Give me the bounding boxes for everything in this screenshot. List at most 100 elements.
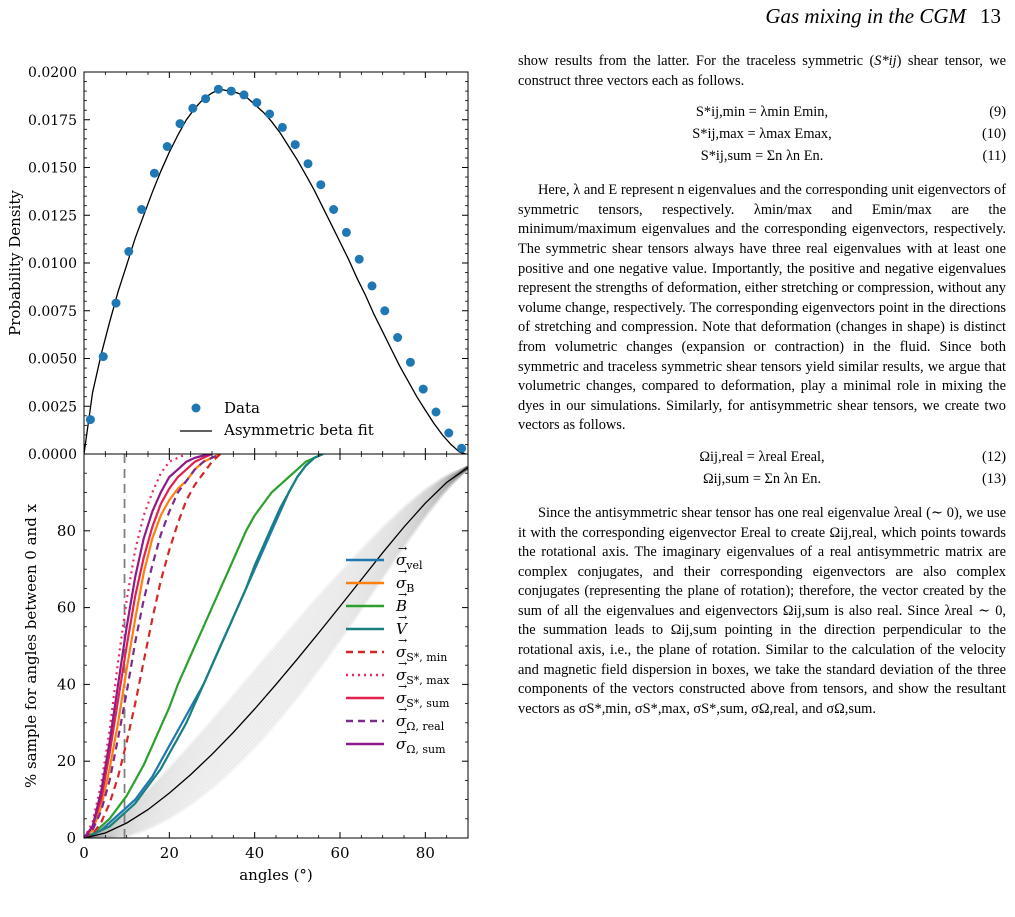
legend-vector-arrow: → (398, 726, 407, 739)
legend-label: σS*, max (396, 666, 450, 687)
beta-cdf-curve (84, 466, 468, 838)
random-sample-curve (84, 465, 468, 838)
legend-marker-data (191, 403, 201, 413)
legend-vector-arrow: → (398, 611, 407, 624)
data-point (316, 180, 326, 190)
random-sample-curve (84, 465, 468, 838)
top-y-tick-label: 0.0100 (28, 256, 77, 272)
random-sample-curve (84, 465, 468, 838)
legend-label: V (396, 620, 409, 638)
random-sample-curve (84, 465, 468, 838)
random-sample-curve (84, 465, 468, 838)
bottom-x-axis-label: angles (°) (239, 866, 313, 884)
legend-label: σvel (396, 551, 423, 572)
top-y-tick-label: 0.0150 (28, 161, 77, 177)
bottom-y-tick-label: 40 (57, 675, 76, 693)
bottom-x-tick-label: 20 (160, 844, 179, 862)
equation-13: Ωij,sum = Σn λn En. (13) (518, 468, 1006, 490)
legend-vector-arrow: → (398, 565, 407, 578)
top-y-tick-label: 0.0025 (28, 399, 77, 415)
top-y-tick-label: 0.0000 (28, 447, 77, 463)
random-sample-curve (84, 465, 468, 838)
text-column: show results from the latter. For the tr… (518, 52, 1006, 719)
top-y-tick-label: 0.0075 (28, 304, 77, 320)
legend-label: σS*, min (396, 643, 447, 664)
series-line--sum (84, 454, 213, 838)
pdf-panel: 0.0000 0.0025 0.0050 0.0075 0.0100 0.0125 0.01… (6, 65, 469, 463)
data-point (277, 122, 287, 132)
random-sample-curve (84, 465, 468, 838)
data-point (341, 227, 351, 237)
intro-symbol: S*ij (874, 53, 897, 69)
equation-10: S*ij,max = λmax Emax, (10) (518, 123, 1006, 145)
data-point (418, 384, 428, 394)
data-point (124, 247, 134, 256)
random-sample-curve (84, 465, 468, 838)
bottom-y-tick-label: 0 (66, 829, 76, 847)
data-point (354, 254, 364, 264)
random-sample-curve (84, 465, 468, 838)
data-point (252, 98, 262, 108)
equation-10-number: (10) (982, 126, 1006, 143)
series-line--S-sum (84, 454, 213, 838)
data-point (444, 428, 454, 438)
random-sample-curve (84, 466, 468, 838)
random-sample-curve (84, 465, 468, 838)
equation-9: S*ij,min = λmin Emin, (9) (518, 101, 1006, 123)
data-point (149, 168, 159, 178)
equation-12-number: (12) (982, 448, 1006, 465)
bottom-y-tick-label: 20 (57, 752, 76, 770)
data-point (457, 443, 467, 453)
data-point (162, 142, 172, 151)
series-line-B (84, 454, 324, 838)
bottom-y-tick-label: 60 (57, 599, 76, 617)
equations-12-13: Ωij,real = λreal Ereal, (12) Ωij,sum = Σn… (518, 446, 1006, 490)
data-point (329, 205, 339, 214)
legend-vector-arrow: → (398, 703, 407, 716)
series-line--B (84, 454, 221, 838)
equation-12: Ωij,real = λreal Ereal, (12) (518, 446, 1006, 468)
data-point (188, 103, 198, 113)
random-sample-curve (84, 465, 468, 838)
equation-10-body: S*ij,max = λmax Emax, (692, 126, 832, 143)
data-point (303, 159, 313, 169)
legend-vector-arrow: → (398, 542, 407, 555)
bottom-y-axis-label: % sample for angles between 0 and x (22, 503, 40, 788)
top-legend: Data Asymmetric beta fit (180, 399, 374, 439)
random-sample-curve (84, 465, 468, 838)
legend-vector-arrow: → (398, 588, 407, 601)
legend-vector-arrow: → (398, 634, 407, 647)
page-header: Gas mixing in the CGM 13 (765, 4, 1001, 29)
running-title: Gas mixing in the CGM (765, 4, 966, 28)
data-point (405, 357, 415, 367)
random-sample-curve (84, 465, 468, 838)
data-point (367, 281, 377, 291)
legend-vector-arrow: → (398, 657, 407, 670)
legend-label: σΩ, sum (396, 735, 446, 756)
data-point (85, 415, 95, 425)
equation-11-number: (11) (982, 148, 1006, 165)
beta-fit-curve (84, 88, 467, 454)
bottom-x-tick-label: 0 (79, 844, 89, 862)
data-point (226, 86, 236, 96)
legend-label: σΩ, real (396, 712, 445, 733)
cdf-panel: 0 20 40 60 80 0 20 40 60 80 % sample for angles b… (22, 453, 469, 884)
random-sample-curve (84, 465, 468, 838)
intro-text-b: ) shear tensor, we construct three vecto… (518, 53, 1007, 89)
data-point (201, 94, 211, 104)
legend-label-fit: Asymmetric beta fit (223, 421, 374, 439)
legend-label: B (395, 597, 407, 615)
data-point (380, 306, 390, 316)
data-point (265, 109, 275, 119)
bottom-x-tick-label: 60 (330, 844, 349, 862)
bottom-y-tick-label: 80 (57, 522, 76, 540)
page-number: 13 (980, 4, 1001, 28)
equation-12-body: Ωij,real = λreal Ereal, (699, 448, 825, 465)
paragraph-intro: show results from the latter. For the tr… (518, 52, 1006, 91)
top-y-tick-label: 0.0200 (28, 65, 77, 81)
legend-label-data: Data (224, 399, 260, 417)
legend-label: σS*, sum (396, 689, 450, 710)
data-point (175, 119, 185, 129)
random-sample-curve (84, 465, 468, 838)
equations-9-11: S*ij,min = λmin Emin, (9) S*ij,max = λmax… (518, 101, 1006, 167)
